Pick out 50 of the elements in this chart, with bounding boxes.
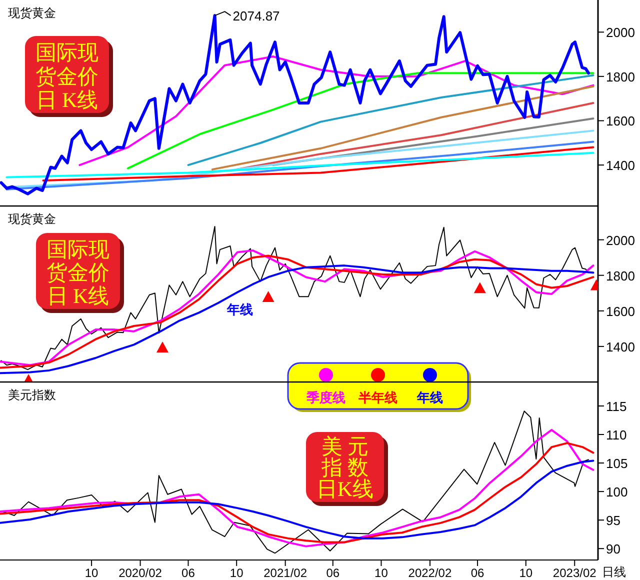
y-tick-label: 1800	[606, 268, 635, 284]
y-tick-label: 95	[606, 513, 620, 528]
x-tick-label: 2021/02	[264, 566, 308, 580]
x-tick-label: 06	[470, 566, 485, 580]
y-tick-label: 2000	[606, 25, 635, 40]
point	[156, 342, 168, 353]
x-tick-label: 10	[519, 566, 533, 580]
text: 现货黄金	[8, 6, 56, 20]
annotation: 国际现货金价日 K线	[46, 237, 110, 308]
line-series	[0, 226, 589, 370]
line-series	[6, 130, 594, 188]
line-series	[211, 85, 594, 170]
legend-label: 年线	[416, 390, 443, 405]
x-tick-label: 2020/02	[118, 566, 162, 580]
x-tick-label: 10	[374, 566, 388, 580]
text: 美元指数	[8, 388, 56, 402]
line-series	[42, 146, 594, 182]
y-tick-label: 1400	[606, 158, 635, 174]
y-tick-label: 1600	[606, 304, 635, 319]
x-tick-label: 10	[84, 566, 99, 580]
y-tick-label: 1800	[606, 69, 635, 84]
y-tick-label: 90	[606, 542, 620, 557]
x-tick-label: 2022/02	[408, 566, 452, 580]
legend-label: 半年线	[358, 390, 398, 405]
y-tick-label: 105	[606, 456, 628, 472]
annotation: 国际现货金价日 K线	[36, 40, 98, 112]
annotation: 美 元指 数日K线	[316, 434, 374, 501]
y-tick-label: 110	[606, 427, 627, 442]
x-tick-label: 06	[326, 566, 340, 580]
y-tick-label: 1600	[606, 114, 635, 129]
line-series	[6, 140, 594, 190]
line-series	[0, 410, 589, 554]
point	[474, 282, 486, 294]
x-tick-label: 06	[182, 566, 196, 580]
text: 现货黄金	[8, 212, 56, 226]
y-tick-label: 100	[606, 484, 628, 500]
line-series	[127, 72, 594, 170]
annotation: 年线	[226, 302, 253, 317]
text: 日线	[602, 565, 626, 579]
legend-label: 季度线	[306, 390, 346, 405]
y-tick-label: 2000	[606, 232, 635, 248]
y-tick-label: 115	[606, 398, 627, 414]
annotation: 2074.87	[232, 8, 280, 24]
point	[262, 291, 274, 302]
x-tick-label: 10	[230, 566, 244, 580]
line-series	[6, 152, 594, 178]
y-tick-label: 1400	[606, 339, 635, 354]
line-series	[187, 74, 594, 166]
x-tick-label: 2023/02	[552, 566, 597, 580]
line-series	[272, 118, 594, 166]
